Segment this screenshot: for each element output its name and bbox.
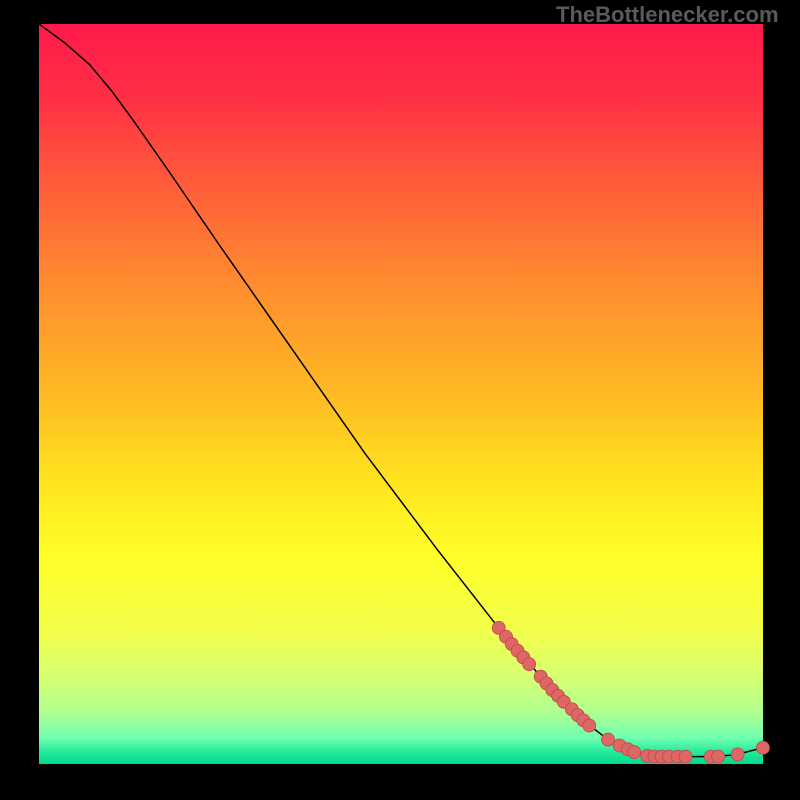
chart-svg [39,24,763,764]
data-marker [523,658,536,671]
watermark-label: TheBottlenecker.com [556,2,779,28]
chart-plot-area [39,24,763,764]
chart-background [39,24,763,764]
data-marker [583,719,596,732]
data-marker [602,733,615,746]
data-marker [731,748,744,761]
data-marker [628,746,641,759]
data-marker [679,750,692,763]
data-marker [712,750,725,763]
data-marker [757,741,770,754]
